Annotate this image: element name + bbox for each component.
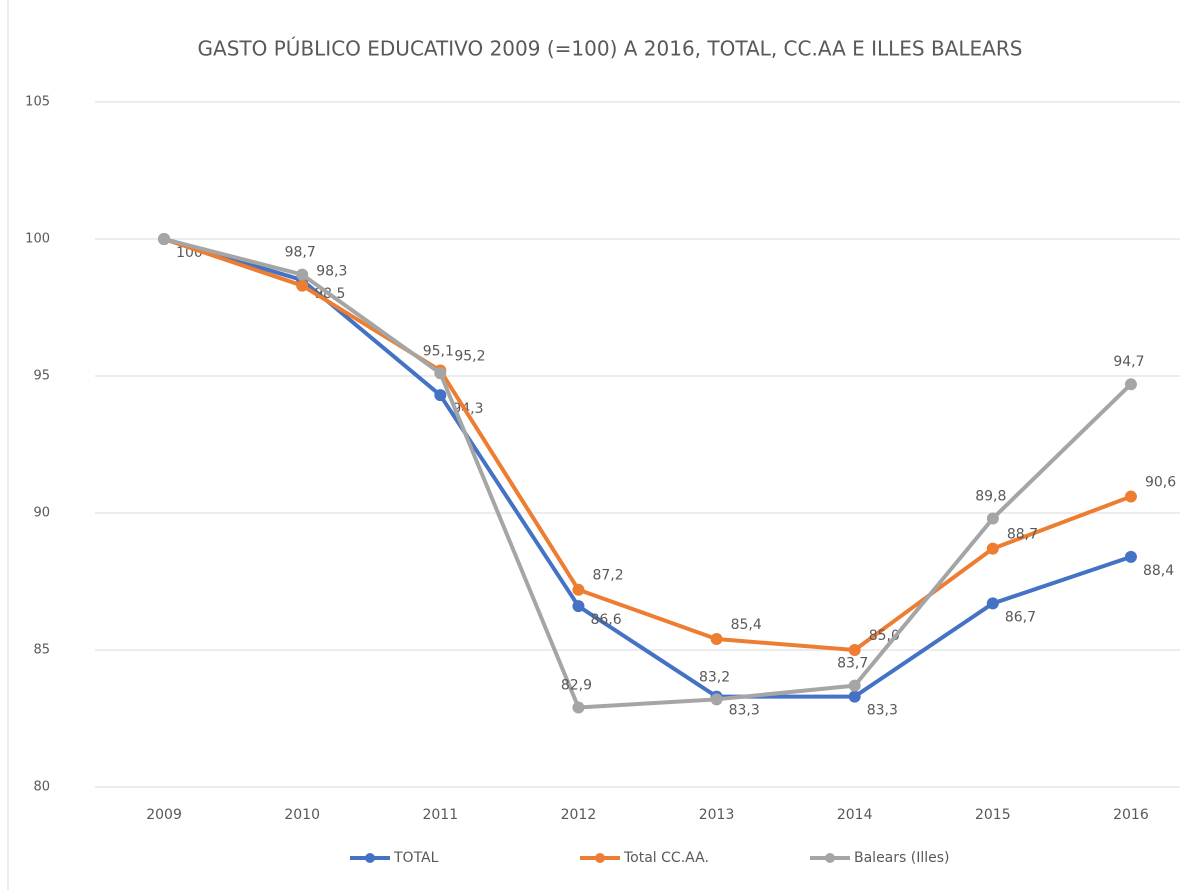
legend-marker — [365, 853, 375, 863]
data-point — [296, 268, 309, 281]
data-point — [572, 600, 585, 613]
x-tick-label: 2013 — [699, 807, 735, 823]
legend-marker — [595, 853, 605, 863]
series-line — [163, 237, 1133, 710]
data-label: 83,3 — [867, 703, 898, 719]
data-point — [1124, 550, 1137, 563]
chart-title: GASTO PÚBLICO EDUCATIVO 2009 (=100) A 20… — [198, 37, 1023, 61]
y-tick-label: 105 — [25, 95, 50, 110]
data-point — [986, 512, 999, 525]
y-tick-label: 95 — [33, 369, 50, 384]
data-point — [848, 690, 861, 703]
data-point — [1124, 378, 1137, 391]
x-tick-label: 2011 — [422, 807, 458, 823]
data-label: 83,2 — [699, 669, 730, 685]
x-tick-label: 2016 — [1113, 807, 1149, 823]
x-tick-label: 2014 — [837, 807, 873, 823]
data-label: 82,9 — [561, 678, 592, 694]
data-point — [572, 583, 585, 596]
data-point — [848, 644, 861, 656]
data-label: 87,2 — [592, 568, 623, 584]
data-point — [572, 701, 585, 714]
data-label: 83,7 — [837, 656, 868, 672]
legend-marker — [825, 853, 835, 863]
data-label: 86,6 — [590, 612, 621, 628]
data-point — [986, 542, 999, 555]
data-label: 95,2 — [454, 349, 485, 365]
data-label: 98,7 — [285, 245, 316, 261]
data-label: 89,8 — [975, 488, 1006, 504]
data-point — [158, 233, 171, 245]
data-point — [710, 693, 723, 706]
x-tick-label: 2009 — [146, 807, 182, 823]
data-label: 98,3 — [316, 264, 347, 280]
data-label: 88,4 — [1143, 563, 1174, 579]
series-line — [163, 237, 1132, 652]
data-point — [1124, 490, 1137, 503]
data-label: 85,4 — [731, 617, 762, 633]
data-label: 90,6 — [1145, 475, 1176, 491]
data-point — [986, 597, 999, 610]
x-tick-label: 2012 — [561, 807, 597, 823]
data-point — [710, 633, 723, 646]
data-label: 94,7 — [1113, 354, 1144, 370]
legend-label: Balears (Illes) — [854, 850, 950, 866]
data-label: 88,7 — [1007, 527, 1038, 543]
legend-label: TOTAL — [393, 850, 439, 866]
data-point — [434, 389, 447, 402]
y-tick-label: 80 — [33, 780, 50, 795]
data-point — [848, 679, 861, 692]
x-tick-label: 2010 — [284, 807, 320, 823]
data-label: 83,3 — [729, 703, 760, 719]
data-point — [434, 367, 447, 380]
y-tick-label: 100 — [25, 232, 50, 247]
data-label: 95,1 — [423, 343, 454, 359]
data-point — [296, 279, 309, 292]
y-tick-label: 85 — [33, 643, 50, 658]
legend-label: Total CC.AA. — [623, 850, 709, 866]
y-tick-label: 90 — [33, 506, 50, 521]
data-label: 86,7 — [1005, 609, 1036, 625]
x-tick-label: 2015 — [975, 807, 1011, 823]
